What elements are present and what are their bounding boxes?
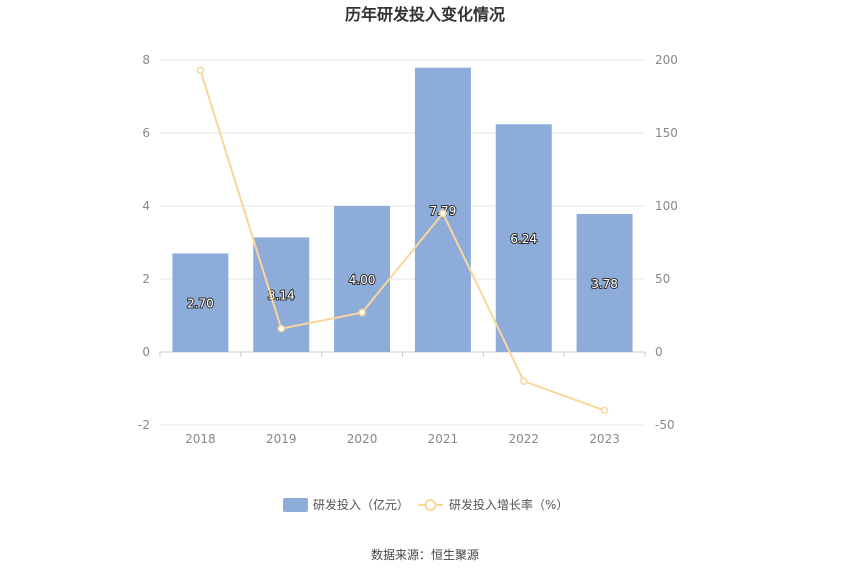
growth-point bbox=[277, 324, 285, 333]
left-tick-label: 6 bbox=[142, 126, 150, 140]
legend-item-line[interactable]: 研发投入增长率（%） bbox=[418, 497, 568, 512]
left-tick-label: 4 bbox=[142, 199, 150, 213]
grid-layer bbox=[160, 59, 645, 426]
right-tick-label: 200 bbox=[655, 53, 678, 67]
right-tick-label: 150 bbox=[655, 126, 678, 140]
bar-value-label: 3.14 bbox=[268, 289, 295, 303]
legend[interactable]: 研发投入（亿元） 研发投入增长率（%） bbox=[283, 497, 568, 512]
growth-point bbox=[520, 377, 528, 385]
x-tick-label: 2021 bbox=[428, 432, 459, 446]
line-series bbox=[196, 66, 609, 415]
growth-point bbox=[439, 209, 447, 218]
right-tick-label: 0 bbox=[655, 345, 663, 359]
bar-value-label: 6.24 bbox=[510, 232, 537, 246]
right-tick-label: 100 bbox=[655, 199, 678, 213]
bar-value-label: 2.70 bbox=[187, 297, 214, 311]
growth-point bbox=[358, 308, 366, 317]
x-tick-label: 2022 bbox=[508, 432, 539, 446]
source-note: 数据来源：恒生聚源 bbox=[371, 547, 479, 562]
legend-line-label: 研发投入增长率（%） bbox=[449, 497, 568, 512]
chart-title: 历年研发投入变化情况 bbox=[345, 5, 505, 24]
x-tick-label: 2019 bbox=[266, 432, 297, 446]
left-tick-label: -2 bbox=[138, 418, 150, 432]
left-tick-label: 2 bbox=[142, 272, 150, 286]
growth-line bbox=[199, 69, 605, 412]
bar-value-label: 3.78 bbox=[591, 277, 618, 291]
bar bbox=[253, 237, 310, 352]
x-axis: 2018 2019 2020 2021 2022 2023 bbox=[159, 351, 646, 446]
left-tick-label: 0 bbox=[142, 345, 150, 359]
legend-bar-label: 研发投入（亿元） bbox=[313, 497, 409, 512]
legend-bar-swatch bbox=[283, 498, 308, 512]
right-tick-label: -50 bbox=[655, 418, 675, 432]
bar bbox=[576, 214, 633, 352]
right-tick-label: 50 bbox=[655, 272, 670, 286]
x-tick-label: 2020 bbox=[347, 432, 378, 446]
bar bbox=[172, 253, 229, 352]
bar bbox=[334, 206, 391, 352]
legend-line-marker bbox=[424, 499, 437, 511]
x-tick-label: 2018 bbox=[185, 432, 216, 446]
growth-point bbox=[600, 406, 609, 415]
bar-series bbox=[172, 67, 633, 353]
bar-value-label: 4.00 bbox=[349, 273, 376, 287]
bar bbox=[495, 124, 552, 353]
legend-item-bar[interactable]: 研发投入（亿元） bbox=[283, 497, 409, 512]
left-axis: -2 0 2 4 6 8 bbox=[138, 53, 150, 432]
growth-point bbox=[196, 66, 205, 74]
left-tick-label: 8 bbox=[142, 53, 150, 67]
right-axis: -50 0 50 100 150 200 bbox=[655, 53, 678, 432]
bar-data-labels: 2.703.144.007.796.243.78 bbox=[186, 203, 619, 312]
x-tick-label: 2023 bbox=[589, 432, 620, 446]
